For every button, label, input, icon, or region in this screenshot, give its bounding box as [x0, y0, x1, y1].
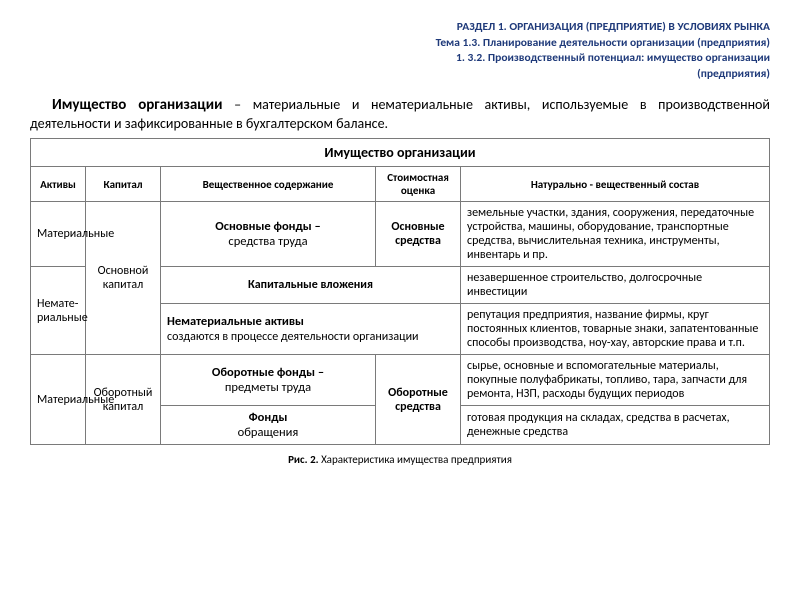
table-title: Имущество организации [31, 139, 770, 167]
table-row: Материальные Оборотный капитал Оборотные… [31, 355, 770, 406]
cell-content-capinvest: Капитальные вложения [161, 267, 461, 304]
caption-label: Рис. 2. [288, 453, 319, 466]
header-line-1: РАЗДЕЛ 1. ОРГАНИЗАЦИЯ (ПРЕДПРИЯТИЕ) В УС… [30, 20, 770, 36]
cell-content-bold: Нематериальные активы [167, 314, 304, 329]
col-head-capital: Капитал [86, 167, 161, 202]
col-head-assets: Активы [31, 167, 86, 202]
page-header: РАЗДЕЛ 1. ОРГАНИЗАЦИЯ (ПРЕДПРИЯТИЕ) В УС… [30, 20, 770, 82]
cell-content-bold: Основные фонды – [215, 219, 320, 234]
col-head-value: Стоимостная оценка [376, 167, 461, 202]
cell-content-bold: Фонды [249, 410, 288, 425]
cell-content-sub: обращения [238, 425, 299, 440]
cell-assets-intangible: Немате-риальные [31, 267, 86, 355]
cell-content-intangible: Нематериальные активы создаются в процес… [161, 304, 461, 355]
property-table: Имущество организации Активы Капитал Вещ… [30, 138, 770, 445]
header-line-2: Тема 1.3. Планирование деятельности орга… [30, 36, 770, 52]
cell-content-fixed-funds: Основные фонды – средства труда [161, 202, 376, 267]
cell-value-fixed: Основные средства [376, 202, 461, 267]
header-line-3: 1. 3.2. Производственный потенциал: имущ… [30, 51, 770, 67]
caption-text: Характеристика имущества предприятия [319, 453, 512, 466]
figure-caption: Рис. 2. Характеристика имущества предпри… [30, 453, 770, 466]
table-head-row: Активы Капитал Вещественное содержание С… [31, 167, 770, 202]
cell-content-bold: Оборотные фонды – [212, 365, 324, 380]
cell-content-circulation: Фонды обращения [161, 406, 376, 445]
intro-term: Имущество организации [52, 96, 222, 114]
cell-assets-material-1: Материальные [31, 202, 86, 267]
cell-assets-material-2: Материальные [31, 355, 86, 445]
table-row: Материальные Основной капитал Основные ф… [31, 202, 770, 267]
cell-comp-capinvest: незавершенное строительство, долгосрочны… [461, 267, 770, 304]
col-head-composition: Натурально - вещественный состав [461, 167, 770, 202]
cell-content-sub: создаются в процессе деятельности органи… [167, 330, 419, 344]
cell-comp-intangible: репутация предприятия, название фирмы, к… [461, 304, 770, 355]
cell-value-working: Оборотные средства [376, 355, 461, 445]
cell-content-sub: средства труда [228, 234, 307, 249]
intro-dash: – [222, 96, 252, 113]
cell-content-working-funds: Оборотные фонды – предметы труда [161, 355, 376, 406]
cell-capital-main: Основной капитал [86, 202, 161, 355]
col-head-content: Вещественное содержание [161, 167, 376, 202]
cell-comp-fixed: земельные участки, здания, сооружения, п… [461, 202, 770, 267]
cell-content-sub: предметы труда [225, 380, 311, 395]
cell-comp-working: сырье, основные и вспомогательные матери… [461, 355, 770, 406]
cell-comp-circulation: готовая продукция на складах, средства в… [461, 406, 770, 445]
table-title-row: Имущество организации [31, 139, 770, 167]
header-line-4: (предприятия) [30, 67, 770, 83]
intro-paragraph: Имущество организации – материальные и н… [30, 96, 770, 132]
